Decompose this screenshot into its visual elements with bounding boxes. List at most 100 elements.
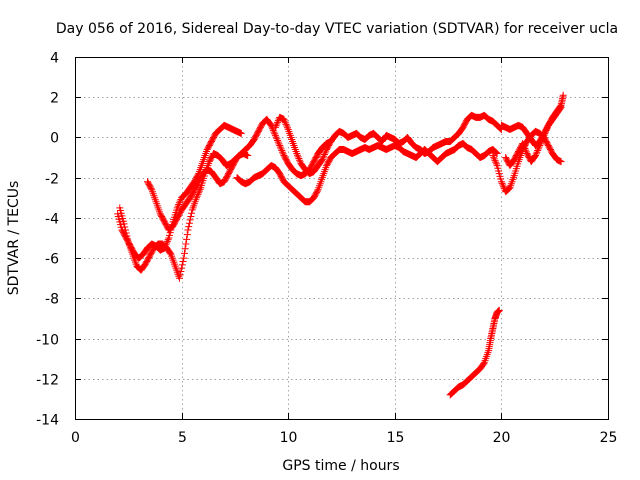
y-tick-label: 0: [50, 131, 59, 147]
data-point: [296, 156, 304, 164]
data-point: [540, 131, 548, 139]
x-tick-label: 0: [71, 430, 80, 446]
data-point: [176, 197, 184, 205]
data-point: [185, 219, 193, 227]
y-tick-label: -4: [45, 212, 59, 228]
data-point: [281, 119, 289, 127]
data-point: [320, 152, 328, 160]
plot-frame: [75, 57, 609, 420]
data-point: [283, 122, 291, 130]
y-tick-label: -14: [36, 413, 59, 429]
data-point: [281, 117, 289, 125]
data-point: [539, 135, 547, 143]
x-tick-label: 10: [280, 430, 298, 446]
data-point: [480, 360, 488, 368]
data-point: [175, 200, 183, 208]
data-point: [557, 158, 565, 166]
data-point: [293, 150, 301, 158]
data-point: [183, 235, 191, 243]
data-point: [244, 152, 252, 160]
data-point: [293, 151, 301, 159]
data-point: [273, 120, 281, 128]
data-point: [559, 91, 567, 99]
data-point: [493, 150, 501, 158]
data-point: [123, 232, 131, 240]
x-tick-label: 5: [178, 430, 187, 446]
series-trace-1: [114, 121, 245, 262]
data-point: [532, 152, 540, 160]
data-point: [520, 143, 528, 151]
data-point: [274, 136, 282, 144]
x-tick-label: 15: [387, 430, 405, 446]
data-point: [536, 140, 544, 148]
data-point: [519, 139, 527, 147]
data-point: [181, 245, 189, 253]
data-point: [121, 226, 129, 234]
data-point: [283, 124, 291, 132]
data-point: [164, 236, 172, 244]
data-point: [321, 149, 329, 157]
data-point: [490, 155, 498, 163]
data-point: [186, 216, 194, 224]
data-point: [535, 143, 543, 151]
data-point: [121, 223, 129, 231]
data-point: [180, 254, 188, 262]
data-point: [275, 140, 283, 148]
y-tick-label: 2: [50, 91, 59, 107]
data-point: [122, 229, 130, 237]
data-point: [179, 257, 187, 265]
data-point: [271, 131, 279, 139]
data-point: [497, 178, 505, 186]
data-point: [184, 226, 192, 234]
y-tick-label: -10: [36, 333, 59, 349]
data-point: [489, 152, 497, 160]
data-point: [519, 141, 527, 149]
data-point: [269, 125, 277, 133]
data-point: [318, 156, 326, 164]
data-point: [539, 133, 547, 141]
data-point: [556, 104, 564, 112]
data-point: [534, 147, 542, 155]
data-point: [176, 271, 184, 279]
data-point: [178, 264, 186, 272]
data-point: [174, 202, 182, 210]
data-point: [522, 146, 530, 154]
data-point: [183, 231, 191, 239]
data-point: [541, 128, 549, 136]
data-point: [274, 138, 282, 146]
data-point: [536, 141, 544, 149]
data-point: [537, 138, 545, 146]
data-point: [320, 151, 328, 159]
data-point: [276, 143, 284, 151]
data-point: [163, 237, 171, 245]
data-point: [175, 199, 183, 207]
data-point: [322, 147, 330, 155]
data-point: [166, 249, 174, 257]
x-tick-label: 25: [600, 430, 618, 446]
series-trace-8: [502, 103, 565, 170]
data-point: [295, 155, 303, 163]
data-point: [194, 190, 202, 198]
data-point: [557, 103, 565, 111]
data-point: [177, 268, 185, 276]
data-point: [147, 184, 155, 192]
data-point: [533, 148, 541, 156]
y-tick-label: -6: [45, 252, 59, 268]
data-point: [276, 141, 284, 149]
data-point: [492, 160, 500, 168]
series-trace-6: [489, 127, 565, 196]
grid-lines: [75, 57, 608, 419]
y-axis-label: SDTVAR / TECUs: [6, 181, 22, 296]
data-point: [538, 136, 546, 144]
data-point: [188, 209, 196, 217]
data-point: [124, 235, 132, 243]
data-point: [178, 261, 186, 269]
data-point: [279, 150, 287, 158]
tick-labels: 0 5 10 15 20 25 -14 -12 -10 -8 -6 -4 -2 0 2 4: [36, 51, 617, 447]
data-point: [534, 145, 542, 153]
data-point: [282, 120, 290, 128]
data-point: [542, 126, 550, 134]
series-trace-9: [446, 306, 503, 399]
